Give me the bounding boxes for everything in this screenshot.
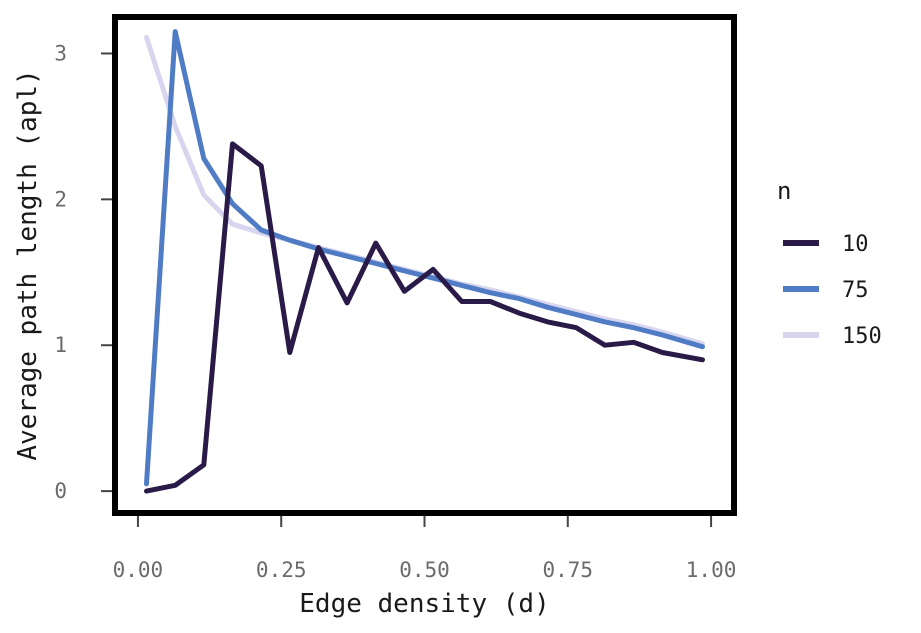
legend: n 10 75 150 (777, 177, 882, 349)
x-tick-label: 1.00 (686, 558, 737, 582)
x-axis-title: Edge density (d) (299, 589, 549, 619)
legend-title: n (777, 177, 791, 205)
legend-label-10: 10 (842, 232, 869, 257)
x-axis: 0.00 0.25 0.50 0.75 1.00 (113, 516, 737, 582)
series-lines (144, 29, 705, 494)
y-axis-title: Average path length (apl) (13, 69, 43, 460)
y-axis: 0 1 2 3 (54, 41, 112, 503)
x-tick-label: 0.75 (542, 558, 593, 582)
y-tick-label: 3 (54, 41, 67, 65)
legend-label-150: 150 (842, 324, 882, 349)
y-tick-label: 0 (54, 479, 67, 503)
plot-panel-border (112, 14, 737, 516)
y-tick-label: 2 (54, 187, 67, 211)
y-tick-label: 1 (54, 333, 67, 357)
series-line-10 (144, 141, 705, 494)
legend-label-75: 75 (842, 278, 869, 303)
x-tick-label: 0.50 (399, 558, 450, 582)
x-tick-label: 0.25 (256, 558, 307, 582)
series-line-75 (144, 29, 705, 487)
x-tick-label: 0.00 (113, 558, 164, 582)
